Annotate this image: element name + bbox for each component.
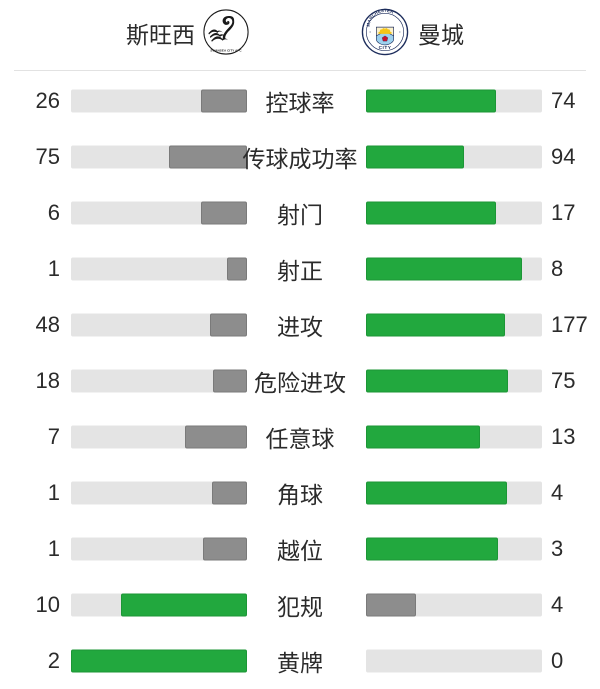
svg-text:CITY: CITY bbox=[379, 45, 392, 51]
svg-text:SWANSEA CITY AFC: SWANSEA CITY AFC bbox=[210, 49, 242, 53]
